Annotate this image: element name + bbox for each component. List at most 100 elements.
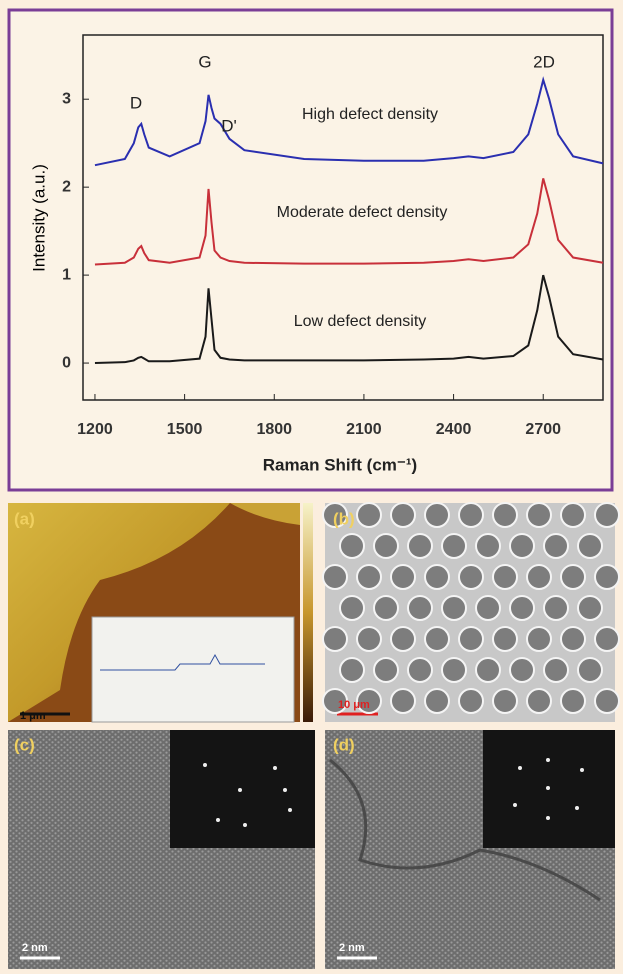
hole xyxy=(578,596,602,620)
y-axis-title: Intensity (a.u.) xyxy=(29,164,48,272)
hole xyxy=(425,503,449,527)
fft-spot xyxy=(273,766,277,770)
hole xyxy=(408,596,432,620)
hole xyxy=(459,565,483,589)
fft-spot xyxy=(518,766,522,770)
series-label: Low defect density xyxy=(294,313,427,330)
hole xyxy=(425,627,449,651)
peak-label: D xyxy=(130,93,142,112)
hole xyxy=(493,627,517,651)
panel-b xyxy=(323,503,619,722)
fft-spot xyxy=(546,758,550,762)
hole xyxy=(425,565,449,589)
hole xyxy=(408,658,432,682)
y-tick-label: 2 xyxy=(62,178,71,195)
x-tick-label: 1200 xyxy=(77,421,113,438)
hole xyxy=(544,596,568,620)
hole xyxy=(493,565,517,589)
peak-label: 2D xyxy=(533,52,555,71)
hole xyxy=(527,627,551,651)
page: Intensity (a.u.) Raman Shift (cm⁻¹) 1200… xyxy=(0,0,623,974)
hole xyxy=(595,565,619,589)
y-tick-label: 0 xyxy=(62,354,71,371)
hole xyxy=(459,503,483,527)
fft-spot xyxy=(546,816,550,820)
hole xyxy=(340,596,364,620)
hole xyxy=(561,503,585,527)
y-tick-label: 3 xyxy=(62,90,71,107)
hole xyxy=(408,534,432,558)
hole xyxy=(425,689,449,713)
hole xyxy=(357,627,381,651)
hole xyxy=(374,658,398,682)
hole xyxy=(391,503,415,527)
panel-label: (a) xyxy=(14,509,35,528)
series-label: Moderate defect density xyxy=(277,204,448,221)
fft-spot xyxy=(283,788,287,792)
hole xyxy=(357,503,381,527)
hole xyxy=(476,534,500,558)
hole xyxy=(510,596,534,620)
hole xyxy=(595,689,619,713)
x-tick-label: 2400 xyxy=(436,421,472,438)
panel-d xyxy=(325,730,615,969)
panel-label: (b) xyxy=(333,509,355,528)
fft-spot xyxy=(243,823,247,827)
hole xyxy=(442,658,466,682)
figure: Intensity (a.u.) Raman Shift (cm⁻¹) 1200… xyxy=(0,0,623,969)
hole xyxy=(595,503,619,527)
scale-label: 1 μm xyxy=(20,710,46,722)
hole xyxy=(323,627,347,651)
hole xyxy=(510,658,534,682)
peak-label: D' xyxy=(221,116,237,135)
hole xyxy=(340,534,364,558)
fft-spot xyxy=(216,818,220,822)
x-tick-label: 2700 xyxy=(525,421,561,438)
hole xyxy=(374,596,398,620)
hole xyxy=(493,503,517,527)
series-label: High defect density xyxy=(302,106,438,123)
fft-spot xyxy=(513,803,517,807)
hole xyxy=(459,627,483,651)
hole xyxy=(459,689,483,713)
hole xyxy=(442,596,466,620)
scale-label: 10 μm xyxy=(338,699,370,711)
hole xyxy=(340,658,364,682)
hole xyxy=(374,534,398,558)
panel-a xyxy=(8,503,313,722)
hole xyxy=(476,596,500,620)
hole xyxy=(561,627,585,651)
hole xyxy=(595,627,619,651)
x-tick-label: 1800 xyxy=(256,421,292,438)
panel-c xyxy=(8,730,315,969)
hole xyxy=(476,658,500,682)
hole xyxy=(578,534,602,558)
hole xyxy=(323,565,347,589)
fft-spot xyxy=(575,806,579,810)
hole xyxy=(493,689,517,713)
hole xyxy=(527,503,551,527)
hole xyxy=(391,565,415,589)
hole xyxy=(391,627,415,651)
hole xyxy=(527,565,551,589)
x-axis-title: Raman Shift (cm⁻¹) xyxy=(263,455,417,474)
panel-label: (c) xyxy=(14,735,35,754)
scale-label: 2 nm xyxy=(22,942,48,954)
hole xyxy=(544,534,568,558)
hole xyxy=(561,565,585,589)
fft-spot xyxy=(238,788,242,792)
fft-spot xyxy=(546,786,550,790)
panel-label: (d) xyxy=(333,735,355,754)
hole xyxy=(357,565,381,589)
hole xyxy=(527,689,551,713)
hole xyxy=(544,658,568,682)
hole xyxy=(442,534,466,558)
hole xyxy=(391,689,415,713)
fft-spot xyxy=(288,808,292,812)
scale-label: 2 nm xyxy=(339,942,365,954)
fft-spot xyxy=(580,768,584,772)
hole xyxy=(510,534,534,558)
fft-spot xyxy=(203,763,207,767)
x-tick-label: 1500 xyxy=(167,421,203,438)
peak-label: G xyxy=(198,52,211,71)
